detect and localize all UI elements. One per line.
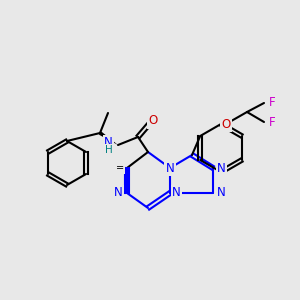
Text: O: O — [148, 115, 158, 128]
Text: H: H — [105, 145, 113, 155]
Text: N: N — [104, 136, 113, 149]
Text: N: N — [172, 187, 181, 200]
Text: N: N — [217, 161, 226, 175]
Text: N: N — [217, 187, 226, 200]
Text: N: N — [114, 187, 123, 200]
Text: F: F — [269, 97, 276, 110]
Text: F: F — [269, 116, 276, 128]
Text: N: N — [166, 161, 174, 175]
Polygon shape — [99, 131, 118, 145]
Text: O: O — [221, 118, 231, 130]
Text: =: = — [116, 163, 124, 173]
